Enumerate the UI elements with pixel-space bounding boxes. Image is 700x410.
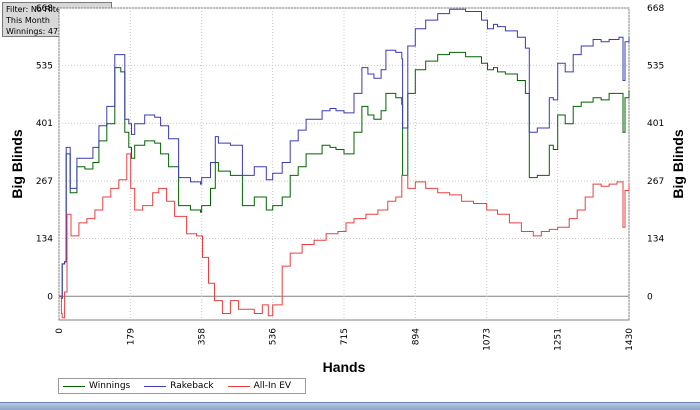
x-tick-label: 715 xyxy=(340,328,350,345)
legend-label-allin-ev: All-In EV xyxy=(253,381,292,391)
x-tick-label: 179 xyxy=(126,328,136,345)
y-tick-label-left: 134 xyxy=(36,234,53,244)
tick-layer: 0 0 134 134 267 267 401 401 535 535 668 668 0 179 358 5… xyxy=(36,4,665,351)
legend-swatch-allin-ev xyxy=(227,385,250,387)
x-tick-label: 536 xyxy=(269,328,279,345)
series-line-rakeback xyxy=(59,8,630,299)
y-tick-label-right: 401 xyxy=(647,119,664,129)
series-line-all-in-ev xyxy=(59,153,630,319)
grid-layer xyxy=(58,7,630,320)
x-tick-label: 1251 xyxy=(554,328,564,351)
x-tick-label: 894 xyxy=(411,328,421,345)
x-tick-label: 0 xyxy=(55,328,65,334)
y-tick-label-right: 535 xyxy=(647,61,664,71)
y-tick-label-left: 267 xyxy=(36,177,53,187)
legend-swatch-rakeback xyxy=(144,385,167,387)
x-tick-label: 358 xyxy=(198,328,208,345)
y-tick-label-left: 0 xyxy=(47,292,53,302)
y-tick-label-left: 401 xyxy=(36,119,53,129)
y-tick-label-left: 668 xyxy=(36,4,53,14)
period-label: This Month xyxy=(6,16,50,25)
filter-label: Filter: No Filter xyxy=(6,5,65,14)
y-tick-label-right: 0 xyxy=(647,292,653,302)
legend: Winnings Rakeback All-In EV xyxy=(58,378,307,394)
y-tick-label-right: 267 xyxy=(647,177,664,187)
y-axis-title-left: Big Blinds xyxy=(9,129,25,198)
legend-swatch-winnings xyxy=(63,385,85,387)
y-axis-title-right: Big Blinds xyxy=(670,129,686,198)
y-tick-label-right: 668 xyxy=(647,4,664,14)
legend-label-rakeback: Rakeback xyxy=(170,381,214,391)
y-tick-label-left: 535 xyxy=(36,61,53,71)
legend-item-rakeback: Rakeback xyxy=(144,381,214,391)
x-tick-label: 1430 xyxy=(625,328,635,351)
taskbar xyxy=(0,402,700,410)
y-tick-label-right: 134 xyxy=(647,234,664,244)
x-tick-label: 1073 xyxy=(483,328,493,351)
legend-item-winnings: Winnings xyxy=(63,381,130,391)
x-axis-title: Hands xyxy=(323,359,366,375)
legend-label-winnings: Winnings xyxy=(89,381,131,391)
series-layer xyxy=(59,8,630,319)
legend-item-allin-ev: All-In EV xyxy=(227,381,292,391)
